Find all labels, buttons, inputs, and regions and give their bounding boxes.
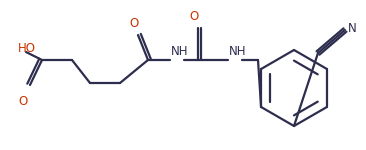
Text: N: N [348,21,357,34]
Text: HO: HO [18,42,36,56]
Text: O: O [19,95,28,108]
Text: NH: NH [171,45,188,58]
Text: NH: NH [229,45,246,58]
Text: O: O [189,10,199,23]
Text: O: O [129,17,139,30]
